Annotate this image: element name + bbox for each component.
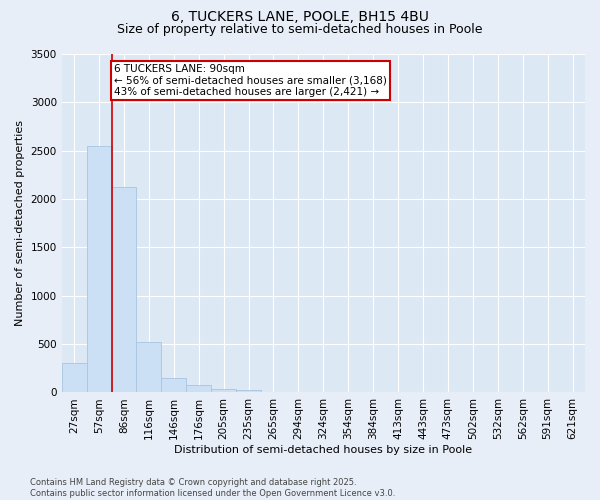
Bar — [86, 146, 112, 392]
Bar — [161, 378, 186, 392]
Text: 6, TUCKERS LANE, POOLE, BH15 4BU: 6, TUCKERS LANE, POOLE, BH15 4BU — [171, 10, 429, 24]
Text: Size of property relative to semi-detached houses in Poole: Size of property relative to semi-detach… — [117, 22, 483, 36]
Bar — [62, 364, 86, 392]
Bar — [186, 385, 211, 392]
Y-axis label: Number of semi-detached properties: Number of semi-detached properties — [15, 120, 25, 326]
Text: Contains HM Land Registry data © Crown copyright and database right 2025.
Contai: Contains HM Land Registry data © Crown c… — [30, 478, 395, 498]
Bar — [136, 342, 161, 392]
Bar — [236, 390, 261, 392]
X-axis label: Distribution of semi-detached houses by size in Poole: Distribution of semi-detached houses by … — [174, 445, 472, 455]
Bar — [211, 388, 236, 392]
Bar — [112, 187, 136, 392]
Text: 6 TUCKERS LANE: 90sqm
← 56% of semi-detached houses are smaller (3,168)
43% of s: 6 TUCKERS LANE: 90sqm ← 56% of semi-deta… — [114, 64, 387, 97]
